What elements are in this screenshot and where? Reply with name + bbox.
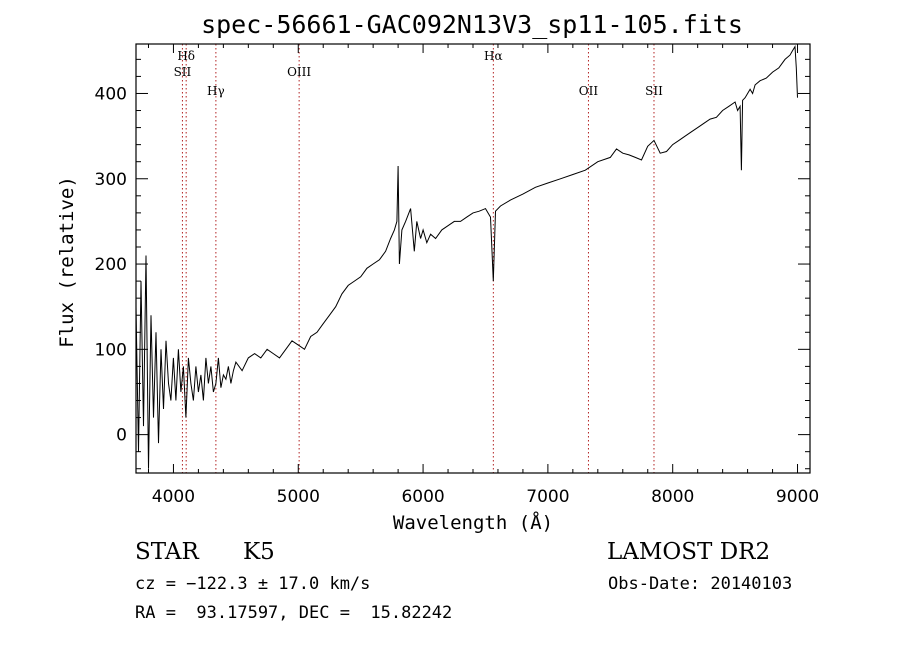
survey-name: LAMOST DR2 [607,539,771,565]
spectral-line-label: OIII [287,65,311,79]
spectral-line-label: SII [174,65,192,79]
plot-frame [135,43,811,474]
spectral-line-label: Hγ [207,84,225,98]
x-tick-label: 9000 [776,487,819,507]
x-tick-label: 6000 [401,487,444,507]
spectral-line-label: SII [645,84,663,98]
y-axis-label: Flux (relative) [56,176,78,348]
x-tick-label: 4000 [152,487,195,507]
axis-ticks: 4000 5000 6000 7000 8000 9000 0 100 200 300 400 [95,44,819,507]
spectrum-line [135,44,798,469]
object-subclass: K5 [243,539,275,565]
x-axis-label: Wavelength (Å) [393,511,553,534]
y-tick-label: 200 [95,255,127,275]
velocity-readout: cz = −122.3 ± 17.0 km/s [135,574,371,594]
x-tick-label: 5000 [277,487,320,507]
spectral-line-label: Hα [484,49,503,63]
spectral-line-label: OII [579,84,599,98]
y-tick-label: 400 [95,84,127,104]
object-class: STAR [135,539,199,565]
y-tick-label: 0 [116,426,127,446]
x-tick-label: 7000 [526,487,569,507]
y-tick-label: 300 [95,170,127,190]
x-tick-label: 8000 [651,487,694,507]
obs-date: Obs-Date: 20140103 [608,574,793,594]
chart-title: spec-56661-GAC092N13V3_sp11-105.fits [201,10,743,39]
y-tick-label: 100 [95,340,127,360]
spectral-line-label: Hδ [177,49,195,63]
coordinates: RA = 93.17597, DEC = 15.82242 [135,603,453,623]
spectral-line-markers: Hδ SII Hγ OIII Hα OII SII [174,44,663,473]
